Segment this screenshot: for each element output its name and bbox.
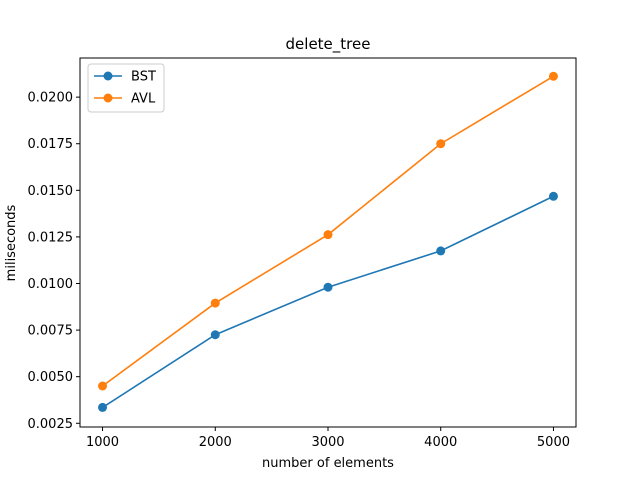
chart-title: delete_tree: [286, 35, 371, 54]
x-axis-label: number of elements: [262, 456, 394, 471]
legend-label: AVL: [131, 92, 156, 107]
legend-label: BST: [131, 70, 156, 85]
x-tick-label: 3000: [311, 435, 344, 450]
data-point-bst: [210, 330, 220, 340]
data-point-avl: [98, 381, 108, 391]
series-line-bst: [102, 195, 554, 409]
y-tick-label: 0.0200: [28, 91, 74, 106]
data-point-avl: [548, 71, 558, 81]
y-tick-label: 0.0025: [28, 417, 74, 432]
y-axis: 0.0025 0.0050 0.0075 0.0100 0.0125 0.0150 0.01…: [28, 91, 80, 432]
data-point-avl: [323, 230, 333, 240]
y-axis-label: miliseconds: [4, 204, 19, 281]
y-tick-label: 0.0150: [28, 184, 74, 199]
y-tick-label: 0.0175: [28, 137, 74, 152]
legend: BST AVL: [87, 63, 165, 113]
data-point-avl: [436, 139, 446, 149]
data-point-bst: [98, 402, 108, 412]
legend-items: BST AVL: [94, 70, 156, 107]
x-axis: 1000 2000 3000 4000 5000: [86, 427, 570, 450]
y-tick-label: 0.0050: [28, 370, 74, 385]
y-tick-label: 0.0100: [28, 277, 74, 292]
data-point-bst: [436, 246, 446, 256]
legend-swatch-marker: [103, 93, 113, 103]
y-tick-label: 0.0125: [28, 230, 74, 245]
data-point-bst: [323, 282, 333, 292]
y-tick-label: 0.0075: [28, 324, 74, 339]
legend-item-avl: AVL: [94, 92, 156, 107]
x-tick-label: 5000: [537, 435, 570, 450]
series-layer: [98, 71, 558, 412]
x-tick-label: 2000: [199, 435, 232, 450]
x-tick-label: 1000: [86, 435, 119, 450]
data-point-avl: [210, 298, 220, 308]
plot-frame: [79, 57, 577, 428]
series-avl: [98, 71, 558, 391]
data-point-bst: [548, 191, 558, 201]
x-tick-label: 4000: [424, 435, 457, 450]
legend-item-bst: BST: [94, 70, 156, 85]
series-bst: [98, 191, 558, 412]
legend-swatch-marker: [103, 71, 113, 81]
